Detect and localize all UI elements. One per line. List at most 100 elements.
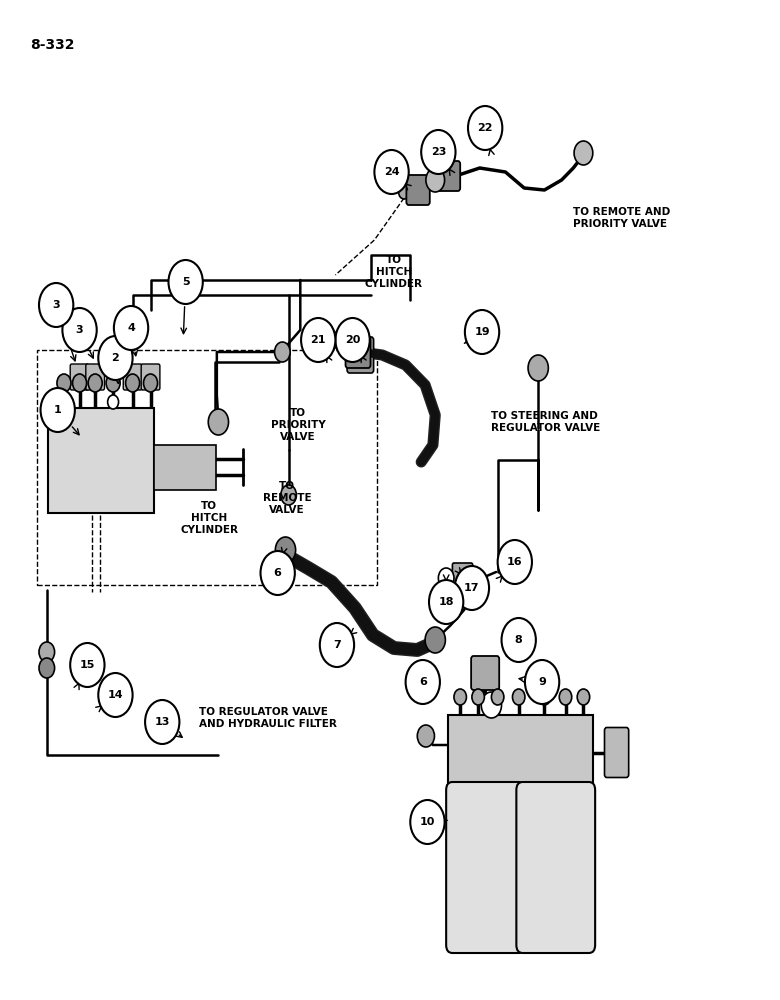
Text: 15: 15 xyxy=(80,660,95,670)
Text: 14: 14 xyxy=(108,690,123,700)
Text: 3: 3 xyxy=(76,325,83,335)
Circle shape xyxy=(208,409,229,435)
FancyBboxPatch shape xyxy=(471,656,499,690)
Circle shape xyxy=(426,168,445,192)
Circle shape xyxy=(468,106,502,150)
Text: 10: 10 xyxy=(420,817,435,827)
FancyBboxPatch shape xyxy=(347,337,374,373)
Text: 16: 16 xyxy=(507,557,523,567)
Text: 9: 9 xyxy=(538,677,546,687)
Text: 13: 13 xyxy=(154,717,170,727)
Text: TO
PRIORITY
VALVE: TO PRIORITY VALVE xyxy=(271,408,325,442)
Circle shape xyxy=(168,260,203,304)
Circle shape xyxy=(374,150,409,194)
Circle shape xyxy=(261,551,295,595)
Circle shape xyxy=(70,643,105,687)
Circle shape xyxy=(417,725,434,747)
Circle shape xyxy=(528,355,548,381)
Circle shape xyxy=(320,623,354,667)
Text: TO
REMOTE
VALVE: TO REMOTE VALVE xyxy=(263,481,311,515)
FancyBboxPatch shape xyxy=(70,364,89,390)
Circle shape xyxy=(275,342,290,362)
FancyBboxPatch shape xyxy=(86,364,105,390)
Circle shape xyxy=(39,642,55,662)
Text: 6: 6 xyxy=(274,568,282,578)
Circle shape xyxy=(301,318,335,362)
FancyBboxPatch shape xyxy=(448,715,593,790)
Circle shape xyxy=(98,336,133,380)
Circle shape xyxy=(481,692,502,718)
Circle shape xyxy=(577,689,590,705)
Circle shape xyxy=(429,580,463,624)
Circle shape xyxy=(574,141,593,165)
Circle shape xyxy=(465,310,499,354)
Text: 21: 21 xyxy=(310,335,326,345)
Text: 6: 6 xyxy=(419,677,427,687)
Text: TO STEERING AND
REGULATOR VALVE: TO STEERING AND REGULATOR VALVE xyxy=(491,411,601,433)
Circle shape xyxy=(525,660,559,704)
Circle shape xyxy=(39,283,73,327)
Circle shape xyxy=(425,627,445,653)
Circle shape xyxy=(145,700,179,744)
Circle shape xyxy=(73,374,87,392)
Text: 17: 17 xyxy=(464,583,480,593)
FancyBboxPatch shape xyxy=(406,175,430,205)
Circle shape xyxy=(454,689,466,705)
Text: 2: 2 xyxy=(112,353,119,363)
Text: 20: 20 xyxy=(345,335,360,345)
Text: 8: 8 xyxy=(515,635,523,645)
Circle shape xyxy=(512,689,525,705)
Circle shape xyxy=(275,537,296,563)
Text: TO REGULATOR VALVE
AND HYDRAULIC FILTER: TO REGULATOR VALVE AND HYDRAULIC FILTER xyxy=(199,707,337,729)
Text: 1: 1 xyxy=(54,405,62,415)
FancyBboxPatch shape xyxy=(604,728,629,778)
Circle shape xyxy=(108,395,119,409)
Circle shape xyxy=(421,130,456,174)
FancyBboxPatch shape xyxy=(437,161,460,191)
Circle shape xyxy=(114,306,148,350)
Circle shape xyxy=(88,374,102,392)
FancyBboxPatch shape xyxy=(446,782,525,953)
Circle shape xyxy=(399,185,410,199)
Text: 4: 4 xyxy=(127,323,135,333)
Circle shape xyxy=(321,329,338,351)
Circle shape xyxy=(281,485,296,505)
Text: TO REMOTE AND
PRIORITY VALVE: TO REMOTE AND PRIORITY VALVE xyxy=(573,207,671,229)
Circle shape xyxy=(126,374,140,392)
Text: 24: 24 xyxy=(384,167,399,177)
Circle shape xyxy=(106,374,120,392)
Circle shape xyxy=(491,689,504,705)
Circle shape xyxy=(538,689,551,705)
FancyBboxPatch shape xyxy=(123,364,142,390)
Circle shape xyxy=(335,318,370,362)
Text: 18: 18 xyxy=(438,597,454,607)
Text: 19: 19 xyxy=(474,327,490,337)
Circle shape xyxy=(406,660,440,704)
Circle shape xyxy=(144,374,158,392)
Circle shape xyxy=(57,374,71,392)
Text: 5: 5 xyxy=(182,277,190,287)
Circle shape xyxy=(39,658,55,678)
Circle shape xyxy=(98,673,133,717)
Text: 22: 22 xyxy=(477,123,493,133)
Text: 3: 3 xyxy=(52,300,60,310)
Text: TO
HITCH
CYLINDER: TO HITCH CYLINDER xyxy=(365,255,423,289)
FancyBboxPatch shape xyxy=(516,782,595,953)
Text: TO
HITCH
CYLINDER: TO HITCH CYLINDER xyxy=(180,501,238,535)
Text: 7: 7 xyxy=(333,640,341,650)
FancyBboxPatch shape xyxy=(48,408,154,513)
Text: 8-332: 8-332 xyxy=(30,38,74,52)
Circle shape xyxy=(410,800,445,844)
FancyBboxPatch shape xyxy=(452,563,473,589)
Circle shape xyxy=(438,568,454,588)
FancyBboxPatch shape xyxy=(154,445,216,490)
Circle shape xyxy=(472,689,484,705)
Circle shape xyxy=(498,540,532,584)
Circle shape xyxy=(62,308,97,352)
FancyBboxPatch shape xyxy=(346,336,370,368)
Circle shape xyxy=(58,395,69,409)
FancyBboxPatch shape xyxy=(141,364,160,390)
Circle shape xyxy=(455,566,489,610)
Circle shape xyxy=(502,618,536,662)
Text: 23: 23 xyxy=(431,147,446,157)
